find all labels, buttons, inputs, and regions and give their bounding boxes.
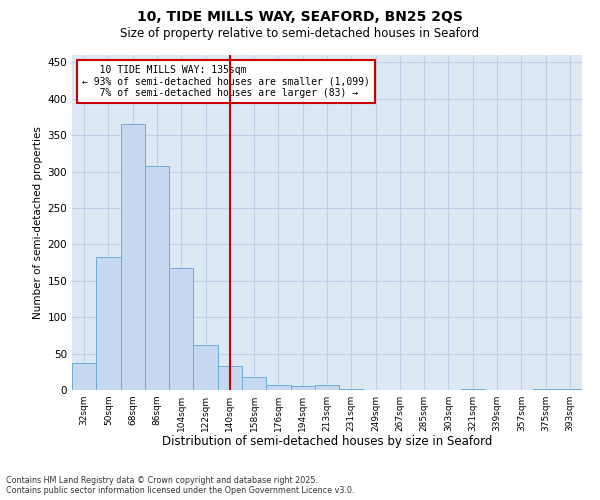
- Bar: [558, 388, 582, 390]
- X-axis label: Distribution of semi-detached houses by size in Seaford: Distribution of semi-detached houses by …: [162, 436, 492, 448]
- Bar: [96, 256, 121, 390]
- Bar: [169, 268, 193, 390]
- Text: Contains HM Land Registry data © Crown copyright and database right 2025.
Contai: Contains HM Land Registry data © Crown c…: [6, 476, 355, 495]
- Bar: [218, 366, 242, 390]
- Text: 10 TIDE MILLS WAY: 135sqm
← 93% of semi-detached houses are smaller (1,099)
   7: 10 TIDE MILLS WAY: 135sqm ← 93% of semi-…: [82, 65, 370, 98]
- Y-axis label: Number of semi-detached properties: Number of semi-detached properties: [33, 126, 43, 319]
- Bar: [193, 345, 218, 390]
- Text: Size of property relative to semi-detached houses in Seaford: Size of property relative to semi-detach…: [121, 28, 479, 40]
- Bar: [266, 385, 290, 390]
- Text: 10, TIDE MILLS WAY, SEAFORD, BN25 2QS: 10, TIDE MILLS WAY, SEAFORD, BN25 2QS: [137, 10, 463, 24]
- Bar: [315, 385, 339, 390]
- Bar: [72, 363, 96, 390]
- Bar: [242, 377, 266, 390]
- Bar: [290, 386, 315, 390]
- Bar: [461, 388, 485, 390]
- Bar: [121, 124, 145, 390]
- Bar: [145, 166, 169, 390]
